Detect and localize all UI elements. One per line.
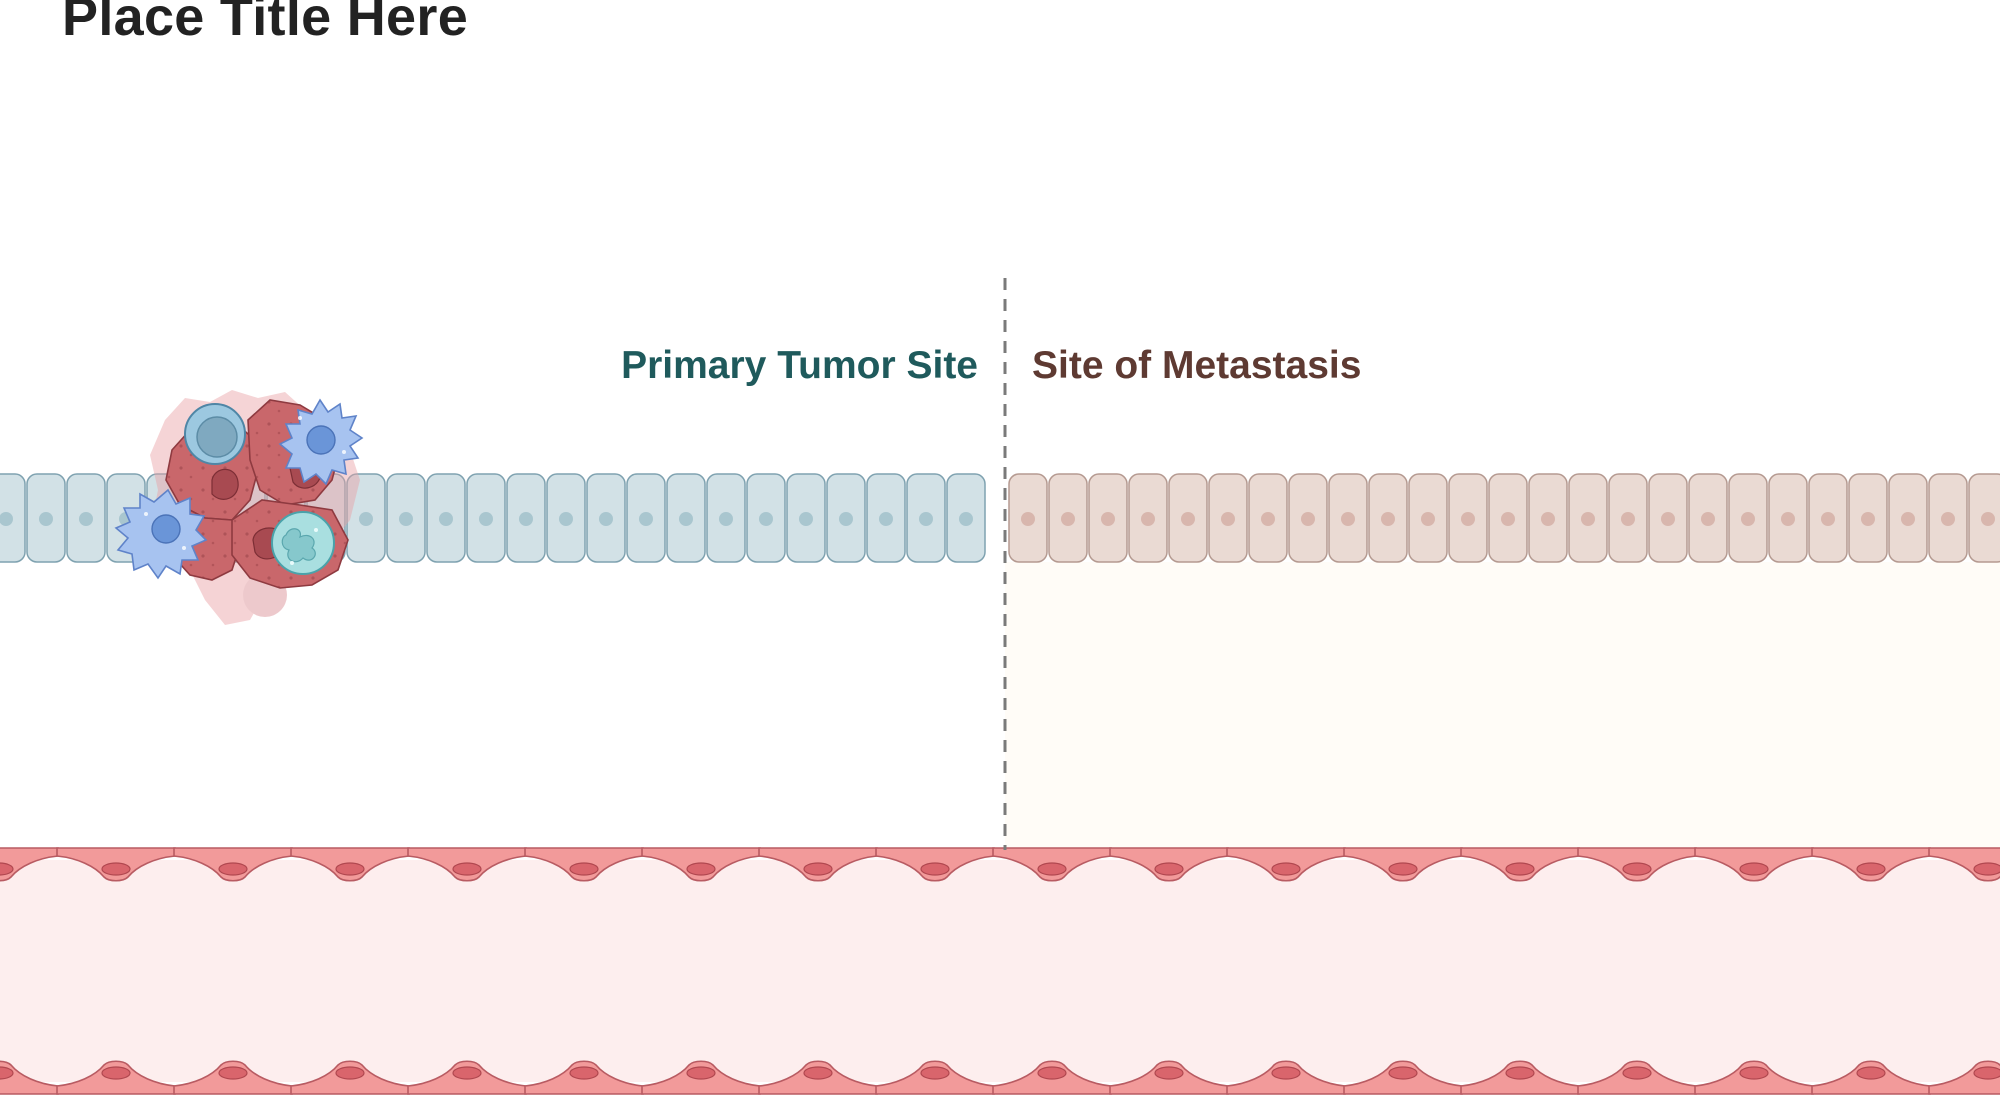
cell-nucleus [1941,512,1955,526]
cell-nucleus [519,512,533,526]
cell-nucleus [1421,512,1435,526]
cell-nucleus [1141,512,1155,526]
cell-nucleus [559,512,573,526]
neutrophil-icon [271,511,335,575]
dendritic-cell-icon [114,488,208,580]
cell-nucleus [1701,512,1715,526]
cell-nucleus [1461,512,1475,526]
lymphocyte-icon [184,403,246,465]
blood-vessel-lumen [0,860,2000,1082]
cell-nucleus [399,512,413,526]
cell-nucleus [919,512,933,526]
cell-nucleus [879,512,893,526]
cell-nucleus [1821,512,1835,526]
cell-nucleus [759,512,773,526]
cell-nucleus [1021,512,1035,526]
cell-nucleus [959,512,973,526]
cell-nucleus [719,512,733,526]
primary-tumor-site-label: Primary Tumor Site [621,344,978,387]
metastasis-stroma-background [1005,562,2000,848]
metastasis-site-label: Site of Metastasis [1032,344,1362,387]
cell-nucleus [1101,512,1115,526]
cell-nucleus [79,512,93,526]
cell-nucleus [0,512,13,526]
cell-nucleus [1221,512,1235,526]
cell-nucleus [359,512,373,526]
cell-nucleus [1861,512,1875,526]
cell-nucleus [1621,512,1635,526]
cell-nucleus [1181,512,1195,526]
cell-nucleus [1581,512,1595,526]
cell-nucleus [439,512,453,526]
page-title: Place Title Here [62,0,469,47]
cell-nucleus [1541,512,1555,526]
cell-nucleus [39,512,53,526]
tumor-cluster [114,390,364,625]
cell-nucleus [1501,512,1515,526]
dendritic-cell-icon [278,398,364,486]
cell-nucleus [839,512,853,526]
cell-nucleus [1781,512,1795,526]
cell-nucleus [1901,512,1915,526]
cell-nucleus [1981,512,1995,526]
cell-nucleus [1661,512,1675,526]
metastasis-epithelium [1008,473,2000,563]
cell-nucleus [1301,512,1315,526]
cell-nucleus [599,512,613,526]
cell-nucleus [679,512,693,526]
cell-nucleus [1261,512,1275,526]
cell-nucleus [1341,512,1355,526]
cell-nucleus [639,512,653,526]
cell-nucleus [479,512,493,526]
cell-nucleus [799,512,813,526]
cell-nucleus [1381,512,1395,526]
cell-nucleus [1741,512,1755,526]
cell-nucleus [1061,512,1075,526]
